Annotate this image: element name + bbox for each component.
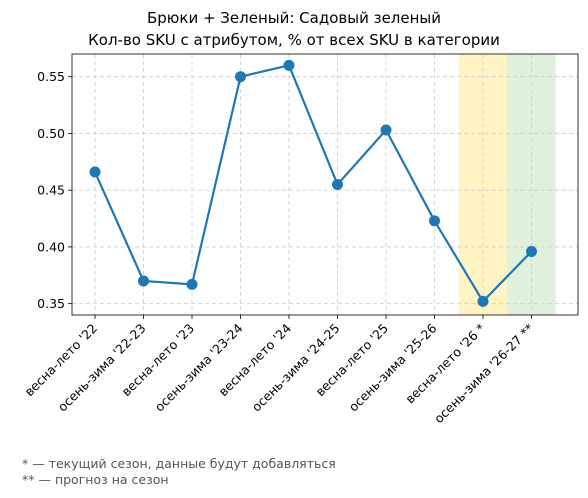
y-tick-label: 0.35 — [37, 296, 65, 311]
chart-subtitle: Кол-во SKU с атрибутом, % от всех SKU в … — [88, 31, 500, 49]
data-point — [138, 275, 149, 287]
y-tick-label: 0.45 — [37, 183, 65, 198]
data-point — [186, 278, 198, 290]
x-tick-label: осень-зима '24-25 — [249, 321, 343, 415]
y-tick-label: 0.40 — [37, 239, 65, 254]
data-point — [283, 59, 295, 71]
series-line — [93, 64, 533, 303]
data-point — [429, 215, 440, 227]
data-point — [332, 179, 343, 190]
y-tick-label: 0.55 — [37, 69, 65, 84]
highlight-band-1 — [507, 54, 556, 315]
x-tick-label: осень-зима '22-23 — [55, 321, 149, 415]
x-tick-label: осень-зима '25-26 — [346, 320, 440, 414]
plot-frame — [71, 53, 579, 316]
data-point — [235, 71, 246, 83]
data-point — [526, 245, 537, 257]
footnote-current-season: * — текущий сезон, данные будут добавлят… — [22, 456, 336, 471]
x-tick-label: осень-зима '23-24 — [152, 320, 246, 414]
chart-title: Брюки + Зеленый: Садовый зеленый — [146, 9, 442, 27]
data-point — [380, 124, 392, 136]
highlight-band-0 — [458, 54, 508, 315]
x-tick-label: осень-зима '26-27 ** — [431, 321, 537, 427]
data-point — [89, 166, 101, 178]
footnote-forecast: ** — прогноз на сезон — [22, 472, 169, 487]
data-point — [477, 295, 489, 307]
y-tick-label: 0.50 — [37, 126, 65, 141]
